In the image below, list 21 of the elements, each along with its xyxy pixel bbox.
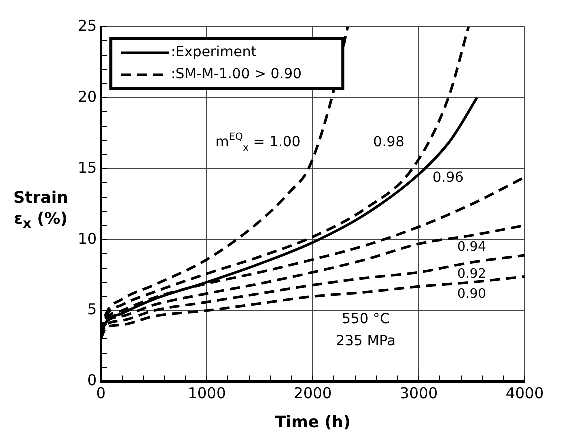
y-tick-label: 15: [78, 158, 98, 177]
annotation: 0.90: [457, 286, 486, 302]
annotation: 0.98: [373, 134, 405, 151]
y-tick-label: 20: [78, 88, 98, 106]
x-tick-label: 1000: [188, 384, 226, 403]
x-axis-title: Time (h): [275, 412, 351, 432]
y-tick-label: 25: [78, 16, 98, 35]
annotation: 0.92: [457, 266, 486, 282]
y-axis-title: Strain ε$_{x}$ (%): [12, 188, 70, 234]
annotation: 550 °C: [342, 311, 390, 328]
annotation: 235 MPa: [336, 333, 396, 350]
x-tick-label: 2000: [294, 384, 332, 403]
x-tick-label: 3000: [400, 384, 438, 403]
y-tick-label: 5: [88, 300, 98, 319]
y-tick-label: 10: [78, 230, 98, 248]
legend-label: :SM-M-1.00 > 0.90: [171, 66, 302, 83]
annotation: 0.96: [432, 170, 464, 186]
legend-label: :Experiment: [171, 44, 258, 61]
y-tick-label: 0: [88, 372, 98, 390]
x-tick-label: 4000: [506, 384, 544, 403]
annotation: 0.94: [457, 240, 486, 255]
